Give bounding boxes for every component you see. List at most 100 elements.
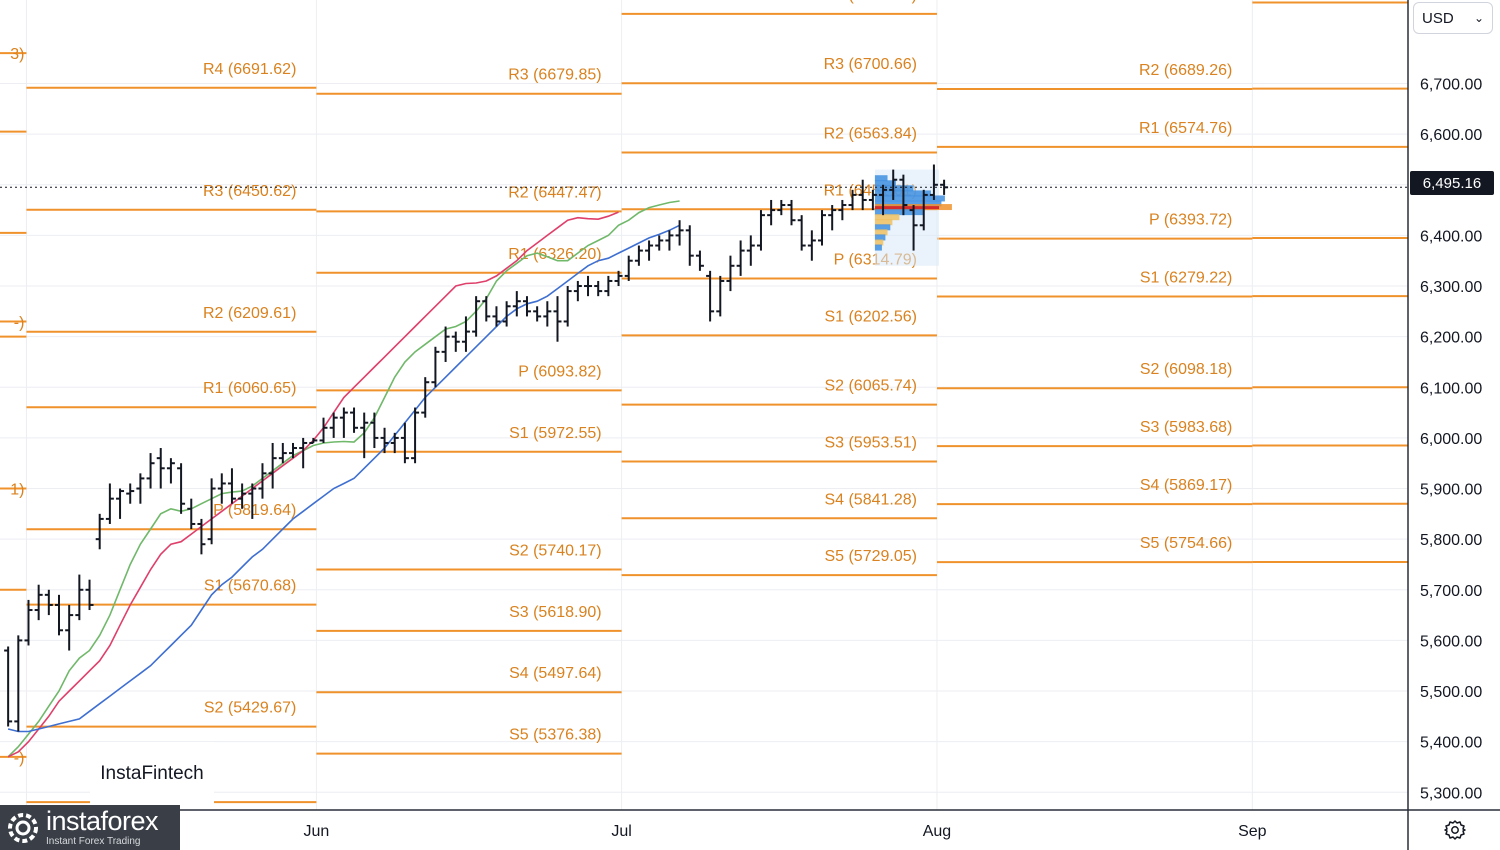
pivot-level-label: -) xyxy=(14,750,25,767)
price-tick-label: 5,300.00 xyxy=(1420,785,1482,802)
pivot-level-label: S4 (5497.64) xyxy=(509,665,602,682)
ohlc-bar xyxy=(492,306,501,327)
ohlc-bar xyxy=(238,483,247,509)
pivot-level-label: S3 (5618.90) xyxy=(509,604,602,621)
last-price-badge: 6,495.16 xyxy=(1410,171,1494,195)
ohlc-bar xyxy=(807,230,816,261)
ohlc-bar xyxy=(55,594,64,636)
currency-select[interactable]: USD ⌄ xyxy=(1413,2,1493,34)
gear-icon xyxy=(1444,820,1466,840)
ohlc-bar xyxy=(909,205,918,251)
settings-button[interactable] xyxy=(1440,815,1470,845)
ohlc-bar xyxy=(645,240,654,261)
ohlc-bar xyxy=(838,199,847,221)
pivot-level-label: P (5819.64) xyxy=(213,502,296,519)
price-tick-label: 5,600.00 xyxy=(1420,633,1482,650)
ohlc-bar xyxy=(695,250,704,271)
ohlc-bar xyxy=(105,483,114,524)
ohlc-bar xyxy=(594,280,603,297)
volume-profile-bin xyxy=(874,224,891,231)
ohlc-bar xyxy=(777,199,786,216)
price-tick-label: 6,100.00 xyxy=(1420,380,1482,397)
volume-profile-bin xyxy=(874,234,886,241)
ohlc-bar xyxy=(441,326,450,362)
ohlc-bar xyxy=(726,255,735,292)
ohlc-bar xyxy=(899,174,908,216)
ohlc-bar xyxy=(299,437,308,469)
price-tick-label: 6,000.00 xyxy=(1420,431,1482,448)
ohlc-bar xyxy=(166,458,175,484)
time-tick-label: Jun xyxy=(303,823,329,840)
pivot-level-label: S1 (5670.68) xyxy=(204,578,297,595)
pivot-level-label: -) xyxy=(14,314,25,331)
ohlc-bar xyxy=(85,579,94,611)
ohlc-bar xyxy=(400,422,409,464)
pivot-level-label: S2 (6065.74) xyxy=(824,378,917,395)
pivot-level-label: 1) xyxy=(10,482,24,499)
price-tick-label: 6,200.00 xyxy=(1420,330,1482,347)
ohlc-bar xyxy=(227,468,236,504)
pivot-level-label: R3 (6679.85) xyxy=(508,67,601,84)
pivot-level-label: R1 (6060.65) xyxy=(203,380,296,397)
volume-profile-bin xyxy=(874,175,888,182)
pivot-level-label: R2 (6447.47) xyxy=(508,184,601,201)
ohlc-bar xyxy=(706,270,715,322)
pivot-level-label: P (6393.72) xyxy=(1149,212,1232,229)
pivot-level-label: R2 (6563.84) xyxy=(824,125,917,142)
ohlc-bar xyxy=(502,301,511,327)
ohlc-bar xyxy=(258,463,267,499)
ohlc-bar xyxy=(116,488,125,519)
ohlc-bar xyxy=(929,164,938,200)
price-tick-label: 5,400.00 xyxy=(1420,735,1482,752)
price-tick-label: 5,500.00 xyxy=(1420,684,1482,701)
ohlc-bar xyxy=(736,240,745,276)
ohlc-bar xyxy=(75,574,84,621)
pivot-level-label: S2 (6098.18) xyxy=(1140,361,1233,378)
pivot-level-label: S2 (5740.17) xyxy=(509,542,602,559)
ohlc-bar xyxy=(431,346,440,388)
ohlc-bar xyxy=(685,225,694,266)
ohlc-bar xyxy=(614,270,623,287)
ohlc-bar xyxy=(44,589,53,616)
time-tick-label: Aug xyxy=(923,823,951,840)
moving-average-line-3 xyxy=(7,224,680,733)
ohlc-bar xyxy=(451,331,460,352)
logo-name: instaforex xyxy=(46,806,159,836)
ohlc-bar xyxy=(411,407,420,464)
price-tick-label: 5,700.00 xyxy=(1420,583,1482,600)
pivot-level-label: R4 (6837.48) xyxy=(824,0,917,4)
ohlc-bar xyxy=(95,513,104,550)
ohlc-bar xyxy=(797,215,806,251)
ohlc-bar xyxy=(756,210,765,251)
ohlc-bar xyxy=(584,275,593,297)
pivot-level-label: R3 (6700.66) xyxy=(824,56,917,73)
pivot-level-label: S5 (5754.66) xyxy=(1140,535,1233,552)
time-tick-label: Sep xyxy=(1238,823,1267,840)
ohlc-bar xyxy=(818,210,827,246)
pivot-level-label: R1 (6326.20) xyxy=(508,246,601,263)
ohlc-bar xyxy=(675,220,684,246)
pivot-level-label: R1 (6574.76) xyxy=(1139,120,1232,137)
pivot-level-label: S1 (6279.22) xyxy=(1140,270,1233,287)
ohlc-bar xyxy=(655,235,664,251)
ohlc-bar xyxy=(4,646,13,727)
ohlc-bar xyxy=(207,478,216,545)
ohlc-bar xyxy=(126,483,135,504)
volume-profile-bin xyxy=(874,200,942,207)
ohlc-bar xyxy=(248,483,257,519)
ohlc-bar xyxy=(563,286,572,327)
ohlc-bar xyxy=(339,407,348,438)
pivot-level-label: R3 (6450.62) xyxy=(203,183,296,200)
time-tick-label: Jul xyxy=(611,823,631,840)
price-tick-label: 6,600.00 xyxy=(1420,127,1482,144)
ohlc-bar xyxy=(848,189,857,211)
ohlc-bar xyxy=(350,407,359,433)
ohlc-bar xyxy=(146,453,155,489)
pivot-level-label: S2 (5429.67) xyxy=(204,700,297,717)
price-tick-label: 5,900.00 xyxy=(1420,482,1482,499)
price-tick-label: 6,300.00 xyxy=(1420,279,1482,296)
ohlc-bar xyxy=(461,316,470,352)
ohlc-bar xyxy=(319,417,328,443)
